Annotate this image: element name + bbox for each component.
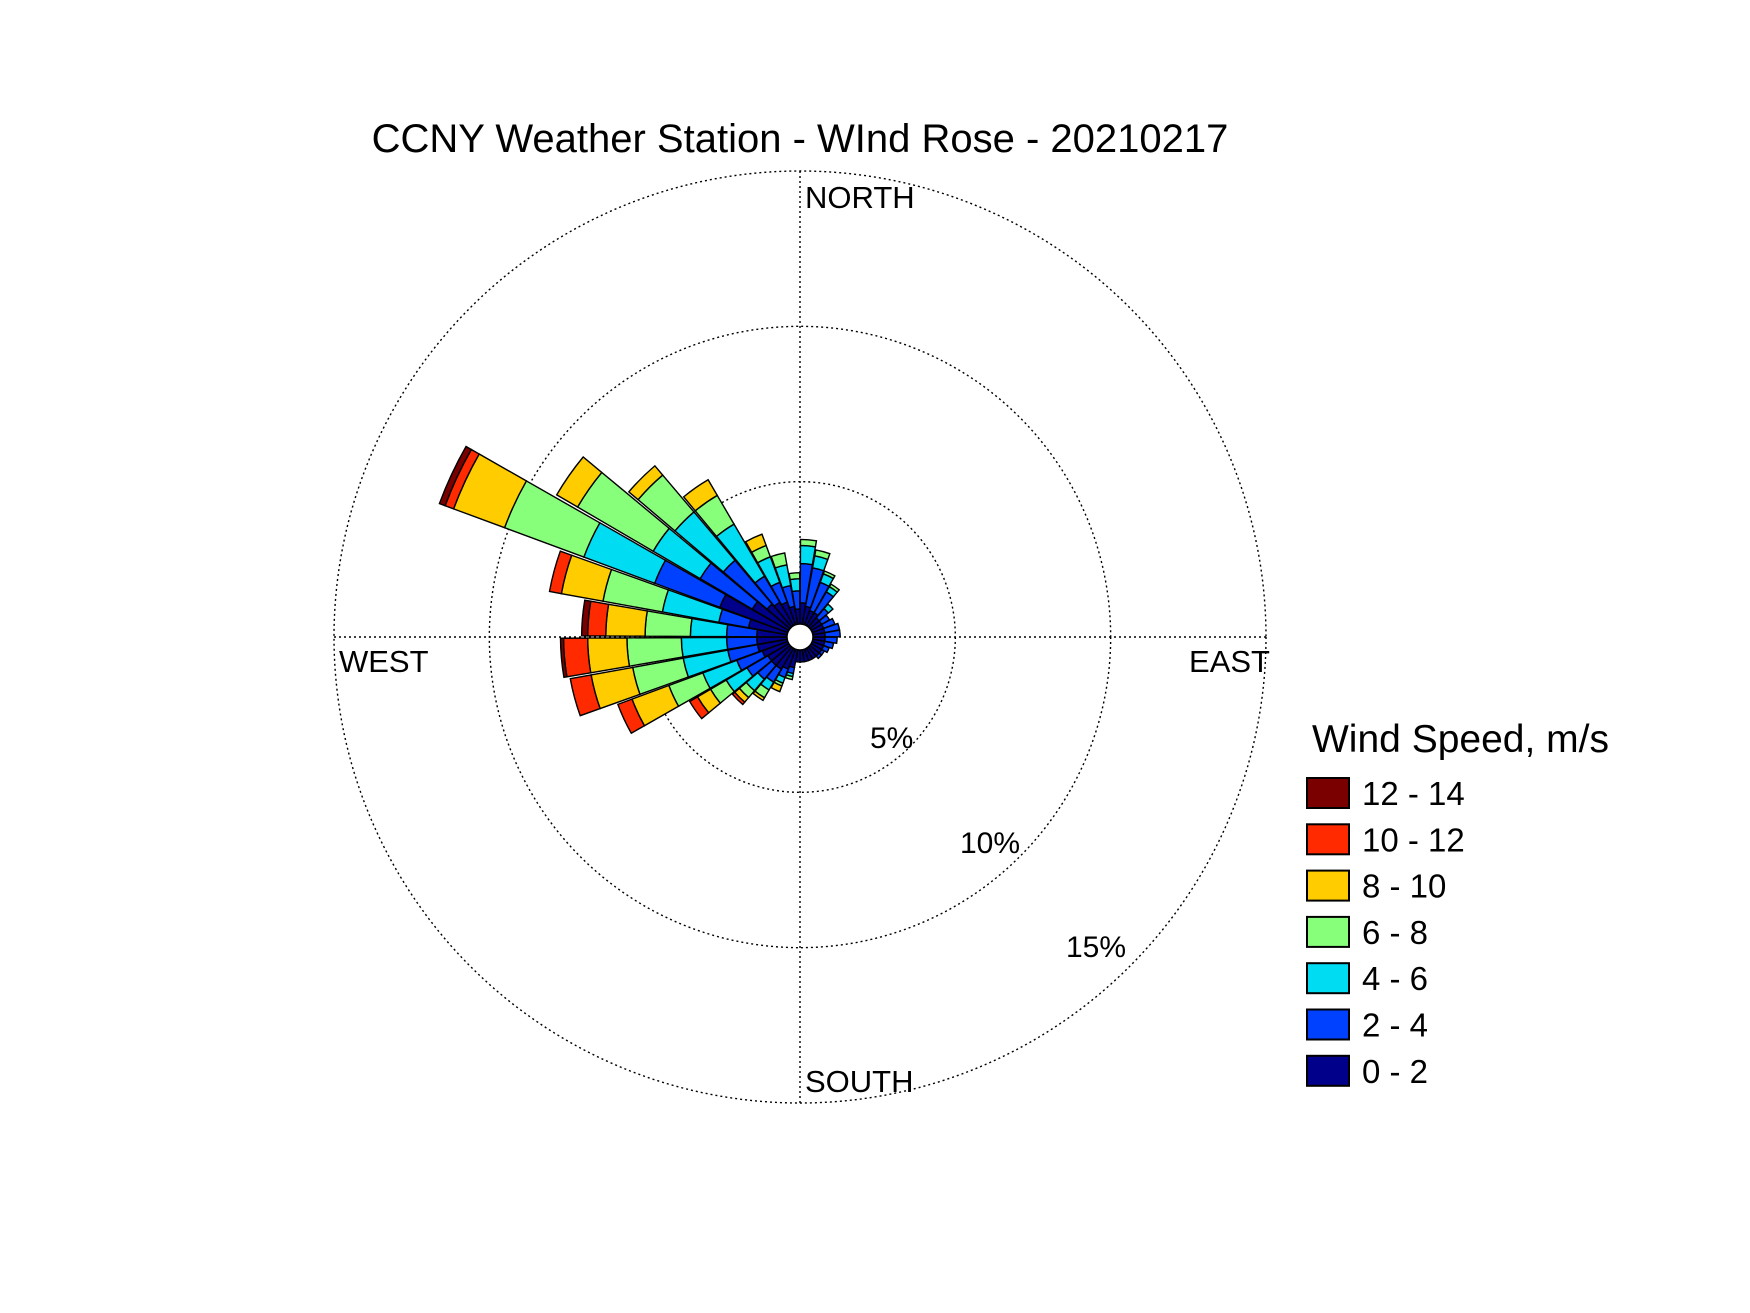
wind-sectors [438,445,841,735]
wedge-285-bin-5 [548,550,573,595]
wedge-25-bin-3 [822,570,836,580]
wedge-45-bin-2 [823,603,834,614]
wedge-135-bin-1 [815,652,823,660]
wedge-355-bin-2 [789,577,801,593]
legend-label-2: 8 - 10 [1362,868,1446,905]
legend-label-0: 12 - 14 [1362,775,1465,812]
north-label: NORTH [805,180,915,215]
wedge-265-bin-6 [559,637,568,679]
calm-center [786,623,814,651]
ring-label-5: 5% [870,722,913,755]
wedge-325-bin-4 [682,478,719,512]
legend: Wind Speed, m/s 12 - 14 10 - 12 8 - 10 6 - … [1306,718,1609,1090]
wedge-215-bin-4 [752,690,766,702]
wedge-105-bin-1 [822,640,835,650]
wedge-265-bin-4 [586,637,631,674]
wedge-235-bin-5 [688,695,710,720]
ring-label-15: 15% [1066,931,1126,964]
wedge-335-bin-4 [744,533,768,554]
wedge-245-bin-5 [616,698,646,735]
wedge-255-bin-5 [569,674,602,717]
legend-label-4: 4 - 6 [1362,960,1428,997]
legend-swatch-4 [1306,962,1350,995]
wedge-345-bin-3 [770,552,788,569]
chart-title: CCNY Weather Station - WInd Rose - 20210… [372,117,1229,161]
legend-label-1: 10 - 12 [1362,821,1465,858]
legend-label-6: 0 - 2 [1362,1053,1428,1090]
wedge-355-bin-3 [788,571,801,581]
legend-title: Wind Speed, m/s [1312,718,1609,761]
wedge-265-bin-5 [562,637,592,678]
legend-swatch-3 [1306,915,1350,948]
legend-swatch-2 [1306,869,1350,902]
wedge-15-bin-3 [813,549,831,561]
wedge-35-bin-3 [828,583,841,594]
wedge-85-bin-1 [823,629,841,638]
wedge-305-bin-4 [555,456,603,508]
legend-label-5: 2 - 4 [1362,1007,1428,1044]
legend-swatch-0 [1306,777,1350,809]
east-label: EAST [1189,644,1270,679]
legend-swatch-5 [1306,1008,1350,1041]
legend-swatch-1 [1306,823,1350,856]
west-label: WEST [339,644,429,679]
wedge-5-bin-3 [799,538,818,548]
wedge-275-bin-5 [586,600,610,637]
legend-swatch-6 [1306,1054,1350,1087]
wedge-315-bin-4 [627,464,664,501]
wedge-275-bin-6 [580,599,592,637]
south-label: SOUTH [805,1064,914,1099]
wedge-225-bin-5 [731,691,746,706]
wedge-115-bin-1 [820,644,831,654]
ring-label-10: 10% [960,827,1020,860]
legend-label-3: 6 - 8 [1362,914,1428,951]
wedge-295-bin-6 [438,445,473,507]
wedge-275-bin-4 [605,603,649,637]
